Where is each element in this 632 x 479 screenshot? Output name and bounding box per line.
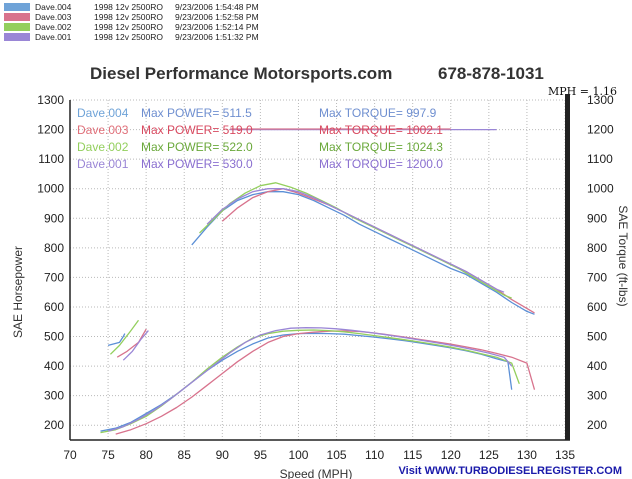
x-axis-label: Speed (MPH) [280, 467, 353, 479]
x-tick-label: 95 [254, 448, 268, 462]
right-y-tick-label: 1300 [587, 93, 614, 107]
right-y-tick-label: 1100 [587, 152, 613, 166]
legend-engine: 1998 12v 2500RO [94, 2, 163, 12]
legend-run-name: Dave.002 [35, 22, 72, 32]
legend-run-name: Dave.004 [35, 2, 72, 12]
left-y-tick-label: 900 [44, 211, 64, 225]
max-annotations: Dave.004 Max POWER= 511.5 Max TORQUE= 997.… [77, 106, 443, 171]
series-line-Dave-003-power-start [116, 328, 147, 358]
x-tick-label: 105 [327, 448, 347, 462]
annotation-max-torque: Max TORQUE= 1002.1 [319, 123, 443, 137]
left-y-tick-label: 800 [44, 241, 64, 255]
annotation-max-power: Max POWER= 522.0 [141, 140, 253, 154]
x-tick-label: 70 [63, 448, 77, 462]
series-line-Dave-001-power [107, 327, 513, 432]
annotation-max-power: Max POWER= 519.0 [141, 123, 253, 137]
series-layer [100, 128, 536, 435]
annotation-max-torque: Max TORQUE= 1024.3 [319, 140, 443, 154]
legend-swatch [4, 33, 30, 41]
x-tick-label: 120 [441, 448, 461, 462]
annotation-max-torque: Max TORQUE= 997.9 [319, 106, 437, 120]
right-y-tick-label: 1200 [587, 123, 614, 137]
right-y-tick-label: 500 [587, 330, 607, 344]
left-y-tick-label: 1100 [38, 152, 64, 166]
legend-date: 9/23/2006 1:51:32 PM [175, 32, 259, 42]
x-tick-label: 125 [479, 448, 499, 462]
company-phone: 678-878-1031 [438, 64, 544, 83]
x-tick-label: 85 [178, 448, 192, 462]
left-y-tick-label: 1200 [37, 123, 64, 137]
right-y-tick-label: 900 [587, 211, 607, 225]
left-y-tick-label: 300 [44, 389, 64, 403]
series-line-Dave-001-torque [206, 188, 505, 293]
right-y-tick-label: 1000 [587, 182, 614, 196]
x-tick-label: 115 [403, 448, 422, 462]
series-line-Dave-002-torque [199, 182, 512, 299]
legend-run-name: Dave.001 [35, 32, 72, 42]
legend-date: 9/23/2006 1:52:14 PM [175, 22, 259, 32]
x-tick-label: 80 [139, 448, 153, 462]
legend-date: 9/23/2006 1:54:48 PM [175, 2, 259, 12]
legend-swatch [4, 23, 30, 31]
chart-axes [69, 94, 570, 441]
series-line-Dave-004-power-start [107, 333, 126, 347]
series-line-Dave-001-power-start [122, 330, 149, 361]
run-legend: Dave.004 1998 12v 2500RO 9/23/2006 1:54:… [0, 0, 300, 48]
company-title: Diesel Performance Motorsports.com [90, 64, 392, 83]
right-y-axis-bar [565, 94, 570, 440]
series-line-Dave-003-torque [221, 188, 535, 314]
left-y-tick-label: 600 [44, 300, 64, 314]
x-tick-labels: 70 75 80 85 90 95 100 105 110 115 120 125 130 135 [63, 448, 575, 462]
legend-run-name: Dave.003 [35, 12, 72, 22]
annotation-max-power: Max POWER= 530.0 [141, 157, 253, 171]
legend-date: 9/23/2006 1:52:58 PM [175, 12, 259, 22]
legend-engine: 1998 12v 2500RO [94, 32, 163, 42]
annotation-run-name: Dave.004 [77, 106, 129, 120]
series-line-Dave-002-power-start [109, 319, 140, 355]
x-tick-label: 110 [365, 448, 384, 462]
annotation-run-name: Dave.003 [77, 123, 129, 137]
legend-engine: 1998 12v 2500RO [94, 12, 163, 22]
right-y-tick-label: 700 [587, 270, 607, 284]
right-y-tick-label: 400 [587, 359, 607, 373]
right-y-tick-label: 200 [587, 418, 607, 432]
series-line-Dave-004-torque [191, 191, 535, 315]
x-tick-label: 130 [517, 448, 537, 462]
right-y-tick-label: 600 [587, 300, 607, 314]
series-line-Dave-003-power [115, 330, 536, 435]
left-y-tick-label: 200 [44, 418, 64, 432]
x-tick-label: 75 [101, 448, 115, 462]
left-y-axis-label: SAE Horsepower [11, 246, 25, 338]
x-tick-label: 135 [555, 448, 575, 462]
legend-engine: 1998 12v 2500RO [94, 22, 163, 32]
right-y-tick-labels: 200 300 400 500 600 700 800 900 1000 1100 1200 1300 [587, 93, 614, 432]
legend-swatch [4, 13, 30, 21]
annotation-max-torque: Max TORQUE= 1200.0 [319, 157, 443, 171]
x-tick-label: 90 [216, 448, 230, 462]
x-tick-label: 100 [288, 448, 308, 462]
legend-swatch [4, 3, 30, 11]
left-y-tick-label: 1300 [37, 93, 64, 107]
left-y-tick-label: 1000 [37, 182, 64, 196]
annotation-max-power: Max POWER= 511.5 [141, 106, 252, 120]
right-y-tick-label: 300 [587, 389, 607, 403]
left-y-tick-label: 700 [44, 270, 64, 284]
left-y-tick-labels: 200 300 400 500 600 700 800 900 1000 1100 1200 1300 [37, 93, 64, 432]
annotation-run-name: Dave.001 [77, 157, 129, 171]
left-y-tick-label: 500 [44, 330, 64, 344]
annotation-run-name: Dave.002 [77, 140, 129, 154]
footer-link-text: Visit WWW.TURBODIESELREGISTER.COM [399, 465, 622, 477]
right-y-tick-label: 800 [587, 241, 607, 255]
left-y-tick-label: 400 [44, 359, 64, 373]
right-y-axis-label: SAE Torque (ft-lbs) [616, 205, 630, 306]
